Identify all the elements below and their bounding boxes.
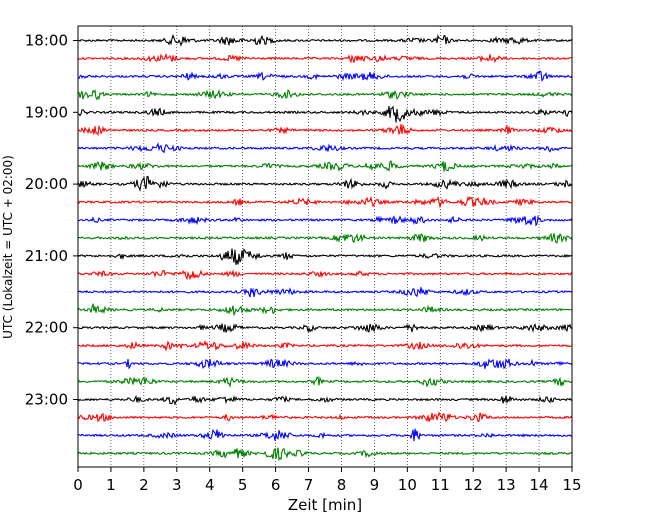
trace-1930 (77, 142, 573, 154)
x-tick-label-11: 11 (431, 476, 450, 494)
trace-2200 (77, 322, 573, 333)
x-tick-label-10: 10 (398, 476, 417, 494)
trace-2100 (77, 247, 573, 265)
x-tick-label-6: 6 (271, 476, 281, 494)
trace-2115 (77, 269, 573, 281)
y-tick-label: 21:00 (25, 247, 68, 265)
x-tick-label-8: 8 (337, 476, 347, 494)
x-tick-label-0: 0 (73, 476, 83, 494)
x-tick-label-3: 3 (172, 476, 182, 494)
x-tick-label-15: 15 (562, 476, 581, 494)
y-tick-label: 20:00 (25, 175, 68, 193)
y-axis-label: UTC (Lokalzeit = UTC + 02:00) (1, 155, 15, 339)
y-tick-label: 23:00 (25, 391, 68, 409)
trace-1845 (77, 88, 573, 101)
x-tick-label-7: 7 (304, 476, 314, 494)
x-tick-label-4: 4 (205, 476, 215, 494)
trace-2230 (77, 358, 573, 370)
trace-2215 (77, 339, 573, 352)
x-tick-label-5: 5 (238, 476, 248, 494)
x-tick-label-9: 9 (370, 476, 380, 494)
trace-2000 (77, 175, 573, 193)
trace-1830 (77, 70, 573, 82)
trace-1915 (77, 123, 573, 137)
x-tick-label-13: 13 (497, 476, 516, 494)
trace-2045 (77, 232, 573, 244)
trace-1815 (77, 52, 573, 64)
trace-2145 (77, 303, 573, 317)
x-tick-label-12: 12 (464, 476, 483, 494)
x-tick-label-14: 14 (530, 476, 549, 494)
plot-frame (77, 25, 573, 468)
trace-1800 (77, 33, 573, 47)
trace-2130 (77, 287, 573, 298)
trace-2300 (77, 394, 573, 406)
trace-2030 (77, 214, 573, 227)
y-tick-label: 19:00 (25, 103, 68, 121)
y-axis-ticks: 18:00 19:00 20:00 21:00 22:00 23:00 (25, 32, 78, 409)
trace-1900 (77, 105, 573, 123)
x-axis-label: Zeit [min] (288, 496, 362, 514)
trace-2315 (77, 411, 573, 423)
x-axis-ticks: 0 1 2 3 4 5 6 7 8 9 10 11 12 13 14 15 (73, 467, 582, 494)
trace-group (77, 33, 573, 461)
trace-2015 (77, 195, 573, 209)
x-tick-label-2: 2 (139, 476, 149, 494)
trace-2330 (77, 428, 573, 442)
y-tick-label: 22:00 (25, 319, 68, 337)
x-tick-label-1: 1 (106, 476, 116, 494)
y-tick-label: 18:00 (25, 32, 68, 50)
trace-1945 (77, 160, 573, 173)
trace-2345 (77, 447, 573, 461)
trace-2245 (77, 376, 573, 388)
